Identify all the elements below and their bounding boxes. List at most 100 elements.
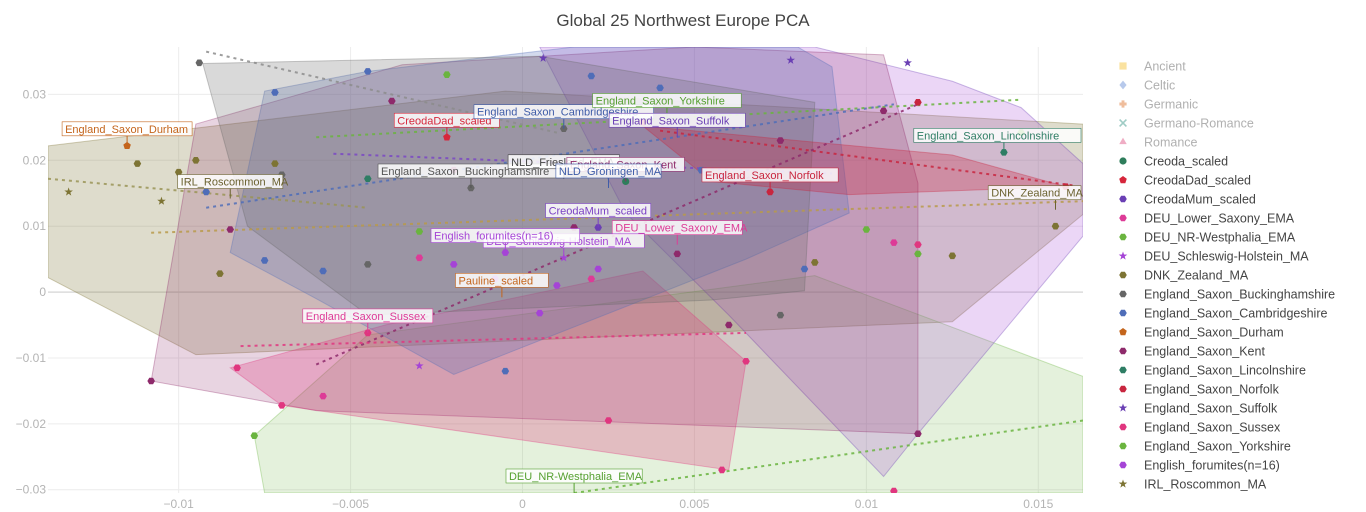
point-England_Saxon_Cambridgeshire	[501, 367, 510, 375]
legend-marker	[1119, 442, 1127, 450]
legend-item-England_Saxon_Lincolnshire[interactable]: England_Saxon_Lincolnshire	[1119, 364, 1306, 378]
point-England_Saxon_Kent	[673, 250, 682, 258]
y-tick-label: 0.03	[23, 87, 47, 101]
legend-item-England_Saxon_Yorkshire[interactable]: England_Saxon_Yorkshire	[1119, 440, 1291, 454]
y-axis: 0.03 0.02 0.01 0 −0.01 −0.02 −0.03	[16, 87, 47, 496]
legend-item-IRL_Roscommon_MA[interactable]: IRL_Roscommon_MA	[1118, 478, 1267, 492]
legend-item-DEU_Lower_Saxony_EMA[interactable]: DEU_Lower_Saxony_EMA	[1119, 212, 1295, 226]
point-England_Saxon_Kent	[725, 321, 733, 329]
point-DNK_Zealand_MA	[948, 252, 957, 260]
label-box	[913, 128, 1082, 143]
label-text: England_Saxon_Lincolnshire	[917, 130, 1060, 142]
legend-item-Celtic[interactable]: Celtic	[1119, 79, 1175, 93]
legend-item-England_Saxon_Norfolk[interactable]: England_Saxon_Norfolk	[1119, 383, 1280, 397]
label-England_Saxon_Durham: England_Saxon_Durham	[61, 121, 193, 146]
hull-layer	[48, 47, 1083, 493]
point-England_Saxon_Cambridgeshire	[260, 257, 269, 264]
legend-item-England_Saxon_Durham[interactable]: England_Saxon_Durham	[1119, 326, 1284, 340]
label-text: CreodaDad_scaled	[397, 115, 491, 127]
point-DNK_Zealand_MA	[271, 160, 279, 167]
legend-item-England_Saxon_Suffolk[interactable]: England_Saxon_Suffolk	[1118, 402, 1278, 416]
y-tick-label: −0.01	[16, 351, 47, 365]
label-IRL_Roscommon_MA: IRL_Roscommon_MA	[177, 174, 289, 199]
legend-marker	[1119, 100, 1127, 108]
point-DEU_Lower_Saxony_EMA	[319, 392, 327, 400]
legend-item-DNK_Zealand_MA[interactable]: DNK_Zealand_MA	[1119, 269, 1249, 283]
point-England_Saxon_Suffolk	[538, 53, 548, 62]
x-tick-label: 0.01	[855, 497, 879, 511]
legend-item-England_Saxon_Sussex[interactable]: England_Saxon_Sussex	[1119, 421, 1281, 435]
label-England_Saxon_Suffolk: England_Saxon_Suffolk	[608, 112, 746, 138]
point-England_Saxon_Norfolk	[766, 188, 774, 196]
label-text: England_Saxon_Cambridgeshire	[477, 107, 638, 119]
x-tick-label: 0.005	[679, 497, 709, 511]
point-England_Saxon_Kent	[776, 137, 785, 144]
legend-item-DEU_NR-Westphalia_EMA[interactable]: DEU_NR-Westphalia_EMA	[1119, 231, 1296, 245]
legend-label: Romance	[1144, 136, 1198, 150]
label-text: England_Saxon_Suffolk	[612, 115, 730, 127]
legend-item-Germano-Romance[interactable]: Germano-Romance	[1119, 117, 1254, 131]
point-English_forumites(n=16)	[449, 261, 458, 268]
point-DNK_Zealand_MA	[811, 259, 819, 266]
legend-marker	[1119, 214, 1127, 222]
legend-item-Germanic[interactable]: Germanic	[1119, 98, 1198, 112]
legend-item-Ancient[interactable]: Ancient	[1119, 60, 1186, 74]
legend-label: England_Saxon_Suffolk	[1144, 402, 1278, 416]
legend-label: England_Saxon_Norfolk	[1144, 383, 1280, 397]
legend-item-English_forumites(n=16)[interactable]: English_forumites(n=16)	[1119, 459, 1280, 473]
point-England_Saxon_Sussex	[278, 402, 286, 409]
label-text: England_Saxon_Yorkshire	[596, 95, 725, 107]
legend-item-CreodaDad_scaled[interactable]: CreodaDad_scaled	[1119, 174, 1251, 188]
legend-label: CreodaDad_scaled	[1144, 174, 1251, 188]
point-England_Saxon_Sussex	[364, 329, 372, 337]
legend-item-DEU_Schleswig-Holstein_MA[interactable]: DEU_Schleswig-Holstein_MA	[1118, 250, 1310, 264]
point-England_Saxon_Buckinghamshire	[195, 59, 204, 67]
legend-label: England_Saxon_Durham	[1144, 326, 1284, 340]
label-CreodaMum_scaled: CreodaMum_scaled	[545, 203, 652, 228]
point-England_Saxon_Sussex	[718, 466, 726, 474]
point-English_forumites(n=16)	[553, 282, 561, 289]
label-DNK_Zealand_MA: DNK_Zealand_MA	[987, 185, 1083, 210]
point-England_Saxon_Cambridgeshire	[364, 68, 372, 75]
point-England_Saxon_Yorkshire	[914, 250, 922, 258]
point-English_forumites(n=16)	[501, 249, 510, 256]
point-England_Saxon_Kent	[914, 430, 922, 437]
legend-item-Romance[interactable]: Romance	[1119, 136, 1198, 150]
legend-label: Germanic	[1144, 98, 1198, 112]
point-England_Saxon_Cambridgeshire	[800, 265, 809, 273]
legend-marker	[1119, 309, 1127, 317]
label-England_Saxon_Yorkshire: England_Saxon_Yorkshire	[592, 93, 742, 118]
x-tick-label: −0.01	[163, 497, 194, 511]
label-England_Saxon_Norfolk: England_Saxon_Norfolk	[701, 167, 839, 192]
point-DEU_Lower_Saxony_EMA	[587, 275, 596, 283]
legend-item-England_Saxon_Kent[interactable]: England_Saxon_Kent	[1119, 345, 1265, 359]
label-England_Saxon_Buckinghamshire: England_Saxon_Buckinghamshire	[377, 163, 565, 188]
legend-item-England_Saxon_Cambridgeshire[interactable]: England_Saxon_Cambridgeshire	[1119, 307, 1328, 321]
x-tick-label: −0.005	[332, 497, 369, 511]
y-tick-label: −0.02	[16, 417, 47, 431]
y-tick-label: −0.03	[16, 483, 47, 497]
legend-label: England_Saxon_Sussex	[1144, 421, 1281, 435]
legend-marker	[1119, 328, 1127, 336]
point-England_Saxon_Sussex	[742, 357, 750, 365]
label-text: England_Saxon_Buckinghamshire	[381, 166, 549, 178]
point-England_Saxon_Sussex	[890, 487, 898, 493]
legend-marker	[1119, 119, 1127, 127]
label-English_forumites(n=16): English_forumites(n=16)	[430, 228, 580, 253]
point-England_Saxon_Buckinghamshire	[560, 125, 568, 132]
legend-marker	[1119, 176, 1127, 184]
legend-item-CreodaMum_scaled[interactable]: CreodaMum_scaled	[1119, 193, 1256, 207]
label-Pauline_scaled: Pauline_scaled	[455, 273, 549, 298]
legend: Ancient Celtic Germanic Germano-Romance Roma…	[1118, 60, 1335, 492]
legend-item-Creoda_scaled[interactable]: Creoda_scaled	[1119, 155, 1228, 169]
label-text: DEU_Lower_Saxony_EMA	[615, 223, 748, 235]
point-England_Saxon_Cambridgeshire	[587, 72, 596, 80]
label-CreodaDad_scaled: CreodaDad_scaled	[393, 112, 500, 138]
legend-item-England_Saxon_Buckinghamshire[interactable]: England_Saxon_Buckinghamshire	[1119, 288, 1335, 302]
x-tick-label: 0.015	[1023, 497, 1053, 511]
legend-label: Creoda_scaled	[1144, 155, 1228, 169]
plot-area: England_Saxon_DurhamCreodaDad_scaledEngl…	[48, 47, 1083, 493]
point-DNK_Zealand_MA	[192, 157, 200, 164]
legend-marker	[1119, 271, 1127, 279]
